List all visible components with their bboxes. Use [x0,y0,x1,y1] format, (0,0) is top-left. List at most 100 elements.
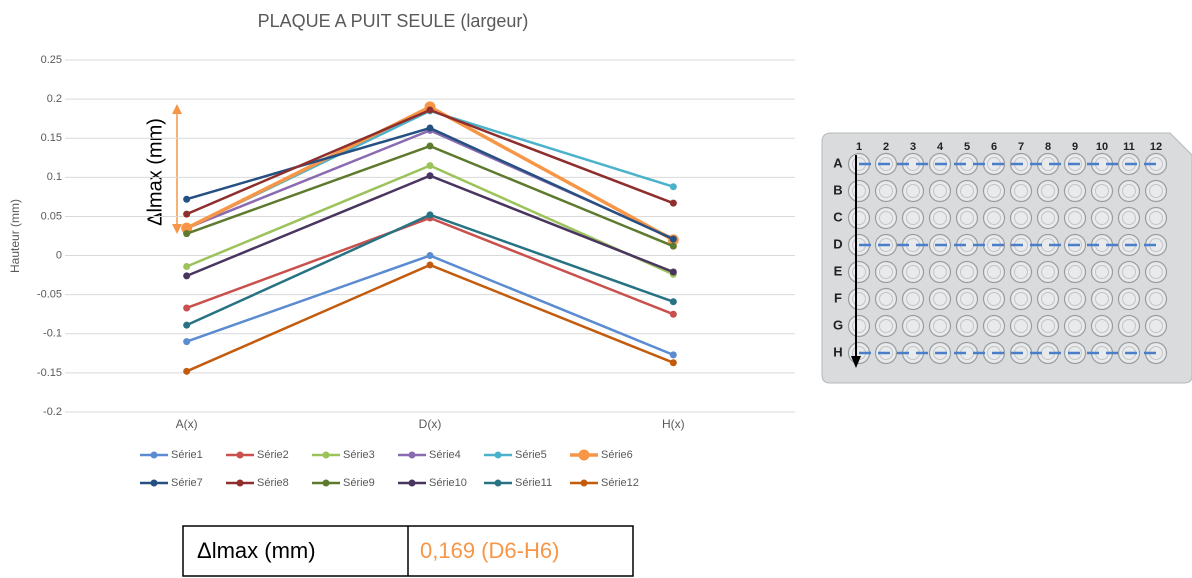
well [1144,206,1168,230]
legend-marker [494,479,502,487]
well-inner [852,211,866,225]
well [874,260,898,284]
well [928,206,952,230]
well-inner [960,319,974,333]
well-inner [906,292,920,306]
well-inner [1068,211,1082,225]
data-point [669,359,677,367]
data-point [669,298,677,306]
well [982,260,1006,284]
annotation-arrow [172,104,182,234]
table-cell: Δlmax (mm) [197,538,316,563]
well-inner [933,184,947,198]
well [847,260,871,284]
well [1090,179,1114,203]
well [1009,206,1033,230]
well [874,179,898,203]
well-inner [933,319,947,333]
legend-marker [578,449,590,461]
annotation: Δlmax (mm) [144,118,166,226]
legend-marker [494,451,502,459]
legend-label: Série10 [429,477,467,489]
series-line [186,144,674,248]
legend-label: Série6 [601,449,633,461]
well [874,314,898,338]
well [901,314,925,338]
well-inner [960,184,974,198]
plate-column-label: 10 [1096,141,1108,153]
well-inner [1122,292,1136,306]
well [1117,314,1141,338]
data-point [183,263,191,271]
plate-column-label: 1 [856,141,862,153]
well-inner [1068,265,1082,279]
well-inner [1095,211,1109,225]
data-point [183,338,191,346]
well-inner [1041,319,1055,333]
series-line [186,213,674,327]
data-point [183,210,191,218]
data-point [426,106,434,114]
well [1036,287,1060,311]
plate-column-label: 12 [1150,141,1162,153]
data-point [669,310,677,318]
well [1009,179,1033,203]
data-point [181,222,193,234]
data-point [426,211,434,219]
well [1117,287,1141,311]
well-inner [960,292,974,306]
data-point [183,304,191,312]
legend-label: Série9 [343,477,375,489]
well [1009,314,1033,338]
plate-row-label: H [833,344,842,359]
y-tick-label: 0.15 [41,132,62,144]
well-inner [1068,319,1082,333]
data-point [669,351,677,359]
y-tick-label: 0.1 [47,171,62,183]
plate-row-label: E [834,263,843,278]
data-point [183,367,191,375]
well-inner [987,319,1001,333]
legend-marker [236,451,244,459]
legend-label: Série2 [257,449,289,461]
well-inner [1122,319,1136,333]
well-inner [1149,211,1163,225]
well [847,179,871,203]
plate-column-label: 4 [937,141,944,153]
legend-label: Série5 [515,449,547,461]
legend-marker [150,451,158,459]
well [1090,260,1114,284]
well-inner [852,319,866,333]
well [901,287,925,311]
well-inner [987,184,1001,198]
well [1036,314,1060,338]
plate-column-label: 3 [910,141,916,153]
well-inner [1095,184,1109,198]
well-inner [1041,265,1055,279]
well-inner [852,292,866,306]
x-tick-label: H(x) [662,417,685,431]
legend-marker [408,451,416,459]
well-inner [906,265,920,279]
well-inner [1149,184,1163,198]
legend-label: Série8 [257,477,289,489]
well [1117,206,1141,230]
well [982,206,1006,230]
plate-column-label: 2 [883,141,889,153]
well [901,260,925,284]
x-tick-label: D(x) [419,417,442,431]
well [1117,179,1141,203]
well-inner [1149,265,1163,279]
well-inner [1068,184,1082,198]
well-inner [1014,265,1028,279]
legend-label: Série11 [515,477,552,489]
legend-label: Série7 [171,477,203,489]
plate-column-label: 7 [1018,141,1024,153]
legend-label: Série1 [171,449,203,461]
well-inner [987,211,1001,225]
well-inner [987,292,1001,306]
y-tick-label: 0.2 [47,93,62,105]
data-point [183,195,191,203]
data-point [669,183,677,191]
plate-row-label: A [833,155,843,170]
